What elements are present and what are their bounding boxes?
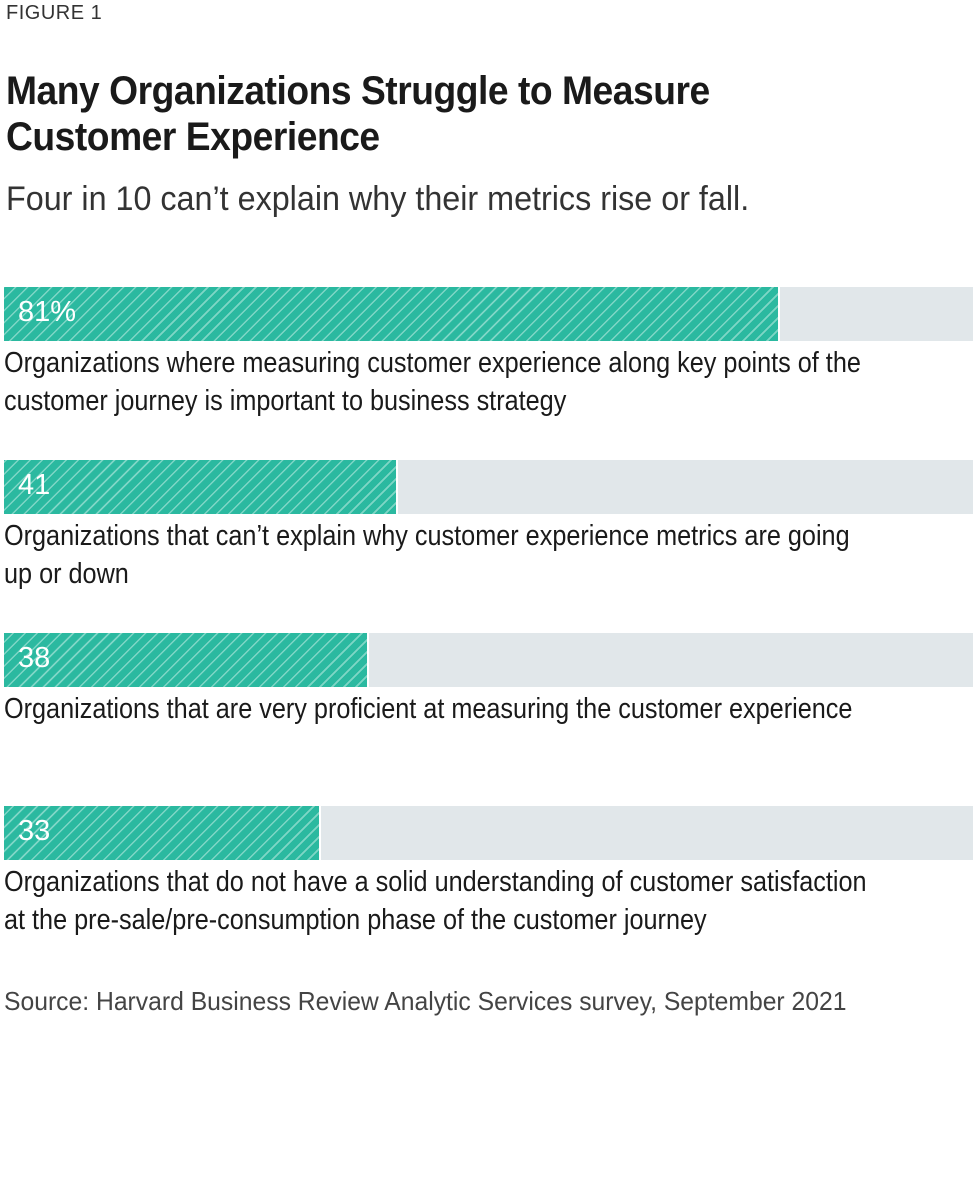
- category-label: Organizations where measuring customer e…: [4, 344, 861, 420]
- source-note: Source: Harvard Business Review Analytic…: [4, 986, 847, 1016]
- bar-track: 81%: [4, 287, 973, 341]
- category-label-line: customer journey is important to busines…: [4, 385, 567, 417]
- bar-track: 33: [4, 806, 973, 860]
- bar: 81%: [4, 287, 780, 341]
- category-label: Organizations that are very proficient a…: [4, 690, 852, 728]
- category-label-line: Organizations that can’t explain why cus…: [4, 520, 850, 552]
- category-label-line: Organizations that are very proficient a…: [4, 693, 853, 725]
- chart-subtitle: Four in 10 can’t explain why their metri…: [6, 180, 750, 218]
- chart-title: Many Organizations Struggle to Measure C…: [6, 68, 769, 160]
- bar-value-label: 38: [18, 642, 51, 674]
- chart-title-text: Many Organizations Struggle to Measure C…: [6, 69, 710, 159]
- bar-value-label: 41: [18, 469, 51, 501]
- category-label-line: at the pre-sale/pre-consumption phase of…: [4, 904, 707, 936]
- category-label: Organizations that can’t explain why cus…: [4, 517, 850, 593]
- bar-value-label: 81%: [18, 296, 77, 328]
- bar-track: 38: [4, 633, 973, 687]
- bar-value-label: 33: [18, 815, 51, 847]
- category-label: Organizations that do not have a solid u…: [4, 863, 867, 939]
- figure-label: FIGURE 1: [6, 2, 103, 24]
- category-label-line: up or down: [4, 558, 129, 590]
- bar: 33: [4, 806, 322, 860]
- category-label-line: Organizations where measuring customer e…: [4, 347, 861, 379]
- bar: 41: [4, 460, 398, 514]
- bar-track: 41: [4, 460, 973, 514]
- bar: 38: [4, 633, 369, 687]
- category-label-line: Organizations that do not have a solid u…: [4, 866, 867, 898]
